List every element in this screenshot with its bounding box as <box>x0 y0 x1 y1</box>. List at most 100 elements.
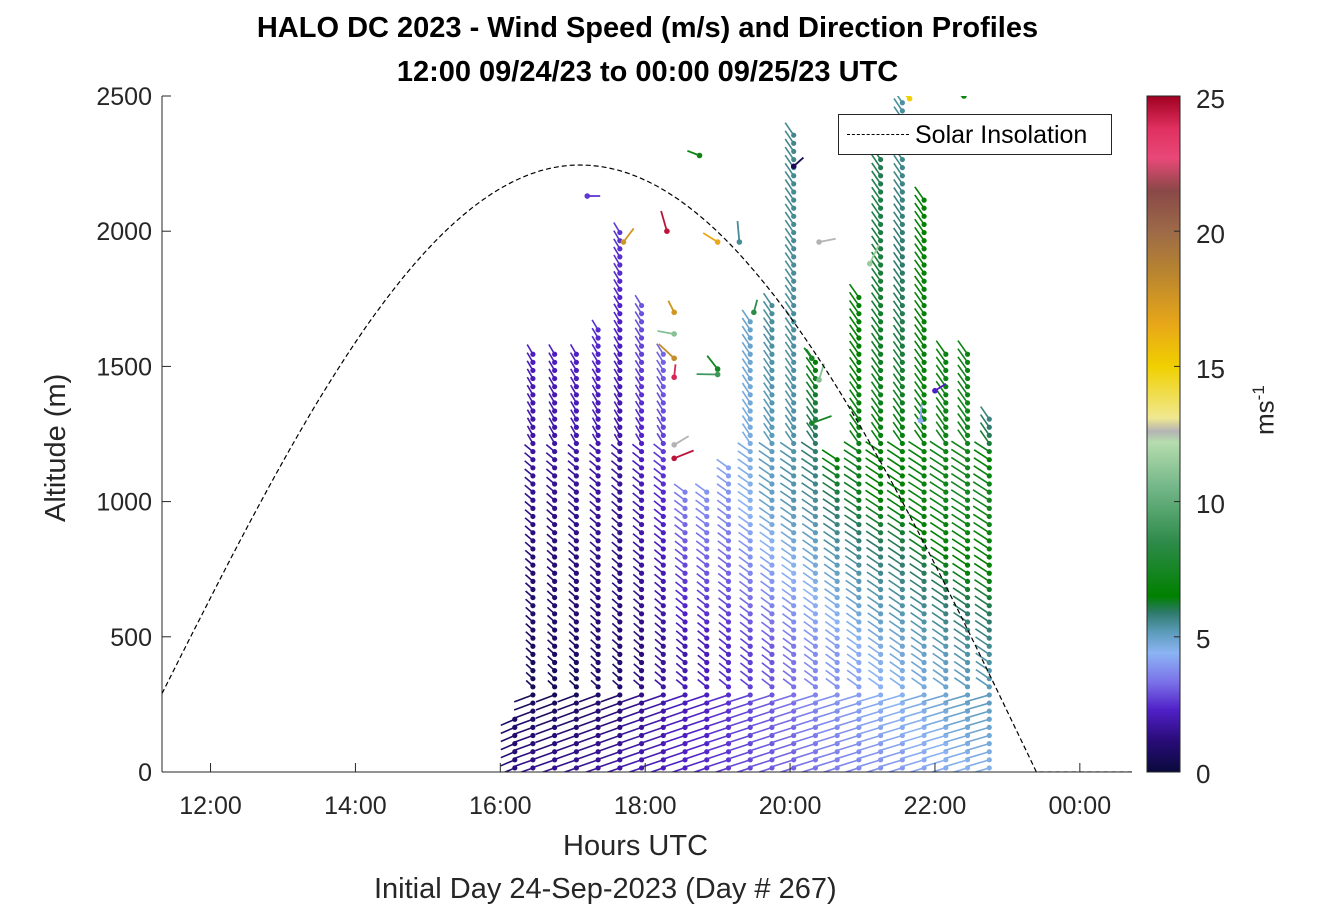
wind-barb-dot <box>986 570 992 576</box>
wind-barb-dot <box>878 165 884 171</box>
wind-barb-dot <box>769 627 775 633</box>
wind-barb-dot <box>769 311 775 317</box>
wind-barb-dot <box>725 603 732 609</box>
wind-barb-line <box>870 397 882 412</box>
wind-barb-dot <box>899 530 905 536</box>
wind-barb-line <box>513 750 534 760</box>
wind-barb-dot <box>812 594 819 601</box>
wind-barb-dot <box>617 254 623 260</box>
wind-barb-line <box>892 365 904 380</box>
wind-barb-dot <box>856 497 862 503</box>
wind-barb-dot <box>552 700 558 706</box>
wind-barb-line <box>953 611 969 623</box>
wind-barb-dot <box>856 384 862 390</box>
wind-barb-dot <box>769 635 775 641</box>
wind-barb-dot <box>986 578 992 584</box>
wind-barb-dot <box>595 643 601 649</box>
wind-barb-line <box>857 710 881 719</box>
wind-barb-line <box>957 413 969 428</box>
wind-barb-dot <box>660 684 666 690</box>
wind-barb-dot <box>856 562 862 568</box>
wind-barb-dot <box>530 497 536 503</box>
wind-barb-dot <box>856 294 862 301</box>
wind-barb-line <box>931 587 947 599</box>
wind-barb-line <box>685 734 708 744</box>
wind-barb-dot <box>791 448 797 455</box>
wind-barb-line <box>728 702 751 711</box>
outlier-barb-dot <box>696 152 703 159</box>
wind-barb-dot <box>834 530 840 536</box>
wind-barb-line <box>965 759 990 768</box>
wind-barb-dot <box>595 692 601 698</box>
wind-barb-line <box>887 538 903 550</box>
wind-barb-dot <box>834 538 840 544</box>
wind-barb-line <box>886 457 903 469</box>
wind-barb-dot <box>856 570 862 576</box>
y-tick-label: 1000 <box>96 489 152 517</box>
wind-barb-dot <box>660 611 666 617</box>
wind-barb-line <box>951 513 968 526</box>
wind-barb-line <box>929 505 947 518</box>
wind-barb-line <box>814 726 838 736</box>
outlier-barb-line <box>818 237 836 243</box>
wind-barb-dot <box>617 294 623 301</box>
wind-barb-dot <box>812 676 819 682</box>
wind-barb-line <box>848 291 860 307</box>
wind-barb-dot <box>552 627 558 633</box>
wind-barb-dot <box>856 481 862 487</box>
wind-barb-line <box>965 710 990 719</box>
wind-barb-dot <box>878 400 884 406</box>
wind-barb-dot <box>812 643 819 649</box>
wind-barb-dot <box>769 481 775 487</box>
y-tick-label: 1500 <box>96 353 152 381</box>
wind-barb-line <box>878 710 903 719</box>
wind-barb-line <box>943 750 968 760</box>
wind-barb-dot <box>899 513 905 520</box>
wind-barb-line <box>750 750 773 760</box>
wind-barb-line <box>664 710 686 719</box>
wind-barb-line <box>951 538 968 550</box>
y-tick-label: 2500 <box>96 83 152 111</box>
wind-barb-line <box>871 227 882 242</box>
wind-barb-line <box>907 767 925 772</box>
wind-barb-dot <box>964 684 971 690</box>
wind-barb-line <box>888 595 903 607</box>
wind-barb-line <box>685 750 708 760</box>
wind-barb-line <box>888 612 903 623</box>
wind-barb-dot <box>682 586 688 593</box>
wind-barb-dot <box>899 181 905 187</box>
wind-barb-line <box>909 603 925 615</box>
wind-barb-line <box>823 571 838 583</box>
wind-barb-line <box>750 694 773 703</box>
wind-barb-dot <box>704 586 710 593</box>
wind-barb-dot <box>704 538 710 544</box>
wind-barb-line <box>870 292 882 307</box>
wind-barb-line <box>871 170 882 185</box>
wind-barb-dot <box>899 603 905 609</box>
wind-barb-dot <box>834 554 840 560</box>
wind-barb-dot <box>986 692 992 698</box>
wind-barb-dot <box>899 546 905 552</box>
wind-barb-line <box>871 251 882 266</box>
wind-barb-dot <box>878 424 884 430</box>
wind-barb-line <box>605 767 621 772</box>
wind-barb-dot <box>769 505 775 511</box>
wind-barb-dot <box>595 489 601 495</box>
wind-barb-line <box>836 726 860 736</box>
legend: Solar Insolation <box>838 114 1112 155</box>
wind-barb-dot <box>660 651 666 657</box>
wind-barb-dot <box>899 505 905 511</box>
wind-barb-dot <box>834 676 840 682</box>
outlier-barb-dot <box>714 239 721 245</box>
wind-barb-dot <box>617 578 623 584</box>
wind-barb-dot <box>704 651 710 657</box>
wind-barb-dot <box>595 384 601 390</box>
wind-barb-dot <box>791 221 797 228</box>
wind-barb-dot <box>638 741 645 747</box>
wind-barb-line <box>957 421 969 436</box>
wind-barb-line <box>922 750 947 760</box>
wind-barb-dot <box>899 189 905 195</box>
wind-barb-line <box>930 530 947 542</box>
wind-barb-dot <box>921 286 927 292</box>
wind-barb-dot <box>638 611 645 617</box>
